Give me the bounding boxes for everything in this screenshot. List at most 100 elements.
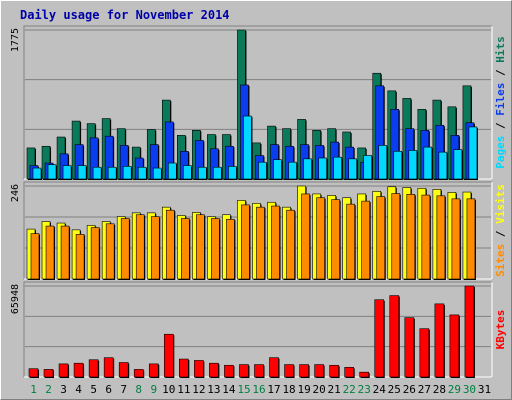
bar-sites-day-19 [301, 193, 310, 280]
x-tick-label-day-27: 27 [418, 383, 431, 396]
bar-kbytes-day-3 [58, 363, 69, 378]
bar-pages-day-14 [228, 166, 237, 180]
bar-kbytes-day-21 [329, 364, 339, 378]
bar-pages-day-22 [348, 158, 357, 180]
bar-sites-day-12 [196, 214, 205, 280]
bar-pages-day-6 [107, 166, 117, 180]
bar-kbytes-day-6 [103, 357, 114, 378]
x-tick-label-day-9: 9 [150, 383, 157, 396]
x-tick-label-day-22: 22 [343, 383, 356, 396]
legend-separator: / [494, 116, 507, 136]
x-tick-label-day-20: 20 [313, 383, 326, 396]
bar-pages-day-12 [198, 166, 207, 180]
x-tick-label-day-25: 25 [388, 383, 401, 396]
y-max-label-visits-sites: 246 [10, 184, 21, 202]
bar-pages-day-11 [183, 165, 192, 180]
bar-pages-day-3 [62, 165, 72, 180]
bar-sites-day-24 [376, 196, 386, 280]
bar-kbytes-day-26 [404, 317, 415, 378]
bar-kbytes-day-11 [179, 358, 189, 378]
legend-item-kbytes: KBytes [494, 310, 507, 350]
x-tick-label-day-14: 14 [222, 383, 236, 396]
bar-kbytes-day-5 [88, 359, 99, 378]
legend-visits-sites: Sites / Visits [494, 184, 507, 277]
bar-kbytes-day-25 [389, 295, 400, 378]
bar-pages-day-8 [137, 166, 147, 180]
bar-sites-day-16 [256, 206, 265, 280]
bar-kbytes-day-20 [314, 364, 324, 378]
bar-sites-day-21 [331, 199, 340, 280]
bar-pages-day-1 [32, 167, 42, 180]
bar-pages-day-18 [288, 161, 297, 180]
bar-kbytes-day-16 [254, 364, 264, 378]
bar-sites-day-20 [316, 197, 325, 280]
bar-kbytes-day-13 [209, 362, 219, 378]
bar-pages-day-7 [122, 166, 132, 180]
bar-pages-day-13 [213, 166, 222, 180]
bar-pages-day-26 [408, 150, 418, 180]
x-tick-label-day-29: 29 [448, 383, 461, 396]
bar-sites-day-28 [436, 195, 446, 280]
x-tick-label-day-5: 5 [90, 383, 97, 396]
bar-sites-day-8 [135, 214, 145, 280]
x-tick-label-day-21: 21 [328, 383, 341, 396]
legend-hits-files-pages: Pages / Files / Hits [494, 36, 507, 169]
bar-sites-day-3 [60, 225, 70, 280]
bar-sites-day-9 [150, 216, 160, 280]
x-tick-label-day-12: 12 [192, 383, 205, 396]
bar-pages-day-29 [453, 149, 463, 180]
bar-pages-day-4 [77, 165, 87, 180]
bar-kbytes-day-19 [299, 364, 309, 378]
bar-sites-day-26 [406, 194, 416, 280]
legend-separator: / [494, 224, 507, 244]
y-max-label-kbytes: 65948 [10, 284, 21, 314]
bar-sites-day-15 [241, 204, 250, 280]
x-tick-label-day-4: 4 [75, 383, 82, 396]
x-tick-label-day-11: 11 [177, 383, 190, 396]
x-tick-label-day-13: 13 [207, 383, 220, 396]
bar-kbytes-day-14 [224, 364, 234, 378]
bar-kbytes-day-18 [284, 364, 294, 378]
bar-pages-day-25 [393, 150, 403, 180]
bar-kbytes-day-15 [239, 364, 249, 378]
bar-sites-day-27 [421, 194, 431, 280]
x-tick-label-day-3: 3 [60, 383, 67, 396]
legend-item-hits: Hits [494, 36, 507, 63]
bar-kbytes-day-29 [449, 314, 460, 378]
bar-sites-day-5 [90, 227, 100, 280]
x-tick-label-day-23: 23 [358, 383, 371, 396]
bar-kbytes-day-8 [133, 369, 144, 378]
y-max-label-hits-files-pages: 1775 [10, 28, 21, 52]
legend-item-files: Files [494, 83, 507, 116]
bar-kbytes-day-17 [269, 357, 279, 378]
bar-sites-day-6 [105, 223, 115, 280]
bar-pages-day-10 [167, 162, 177, 180]
x-tick-label-day-6: 6 [105, 383, 112, 396]
bar-sites-day-4 [75, 234, 85, 280]
bar-sites-day-7 [120, 218, 130, 280]
x-tick-label-day-1: 1 [30, 383, 37, 396]
bar-pages-day-2 [47, 164, 57, 180]
x-tick-label-day-17: 17 [267, 383, 280, 396]
bar-sites-day-14 [226, 218, 235, 280]
bar-sites-day-22 [346, 203, 355, 280]
x-tick-label-day-7: 7 [120, 383, 127, 396]
bar-pages-day-16 [258, 161, 267, 180]
bar-pages-day-15 [243, 115, 252, 180]
x-tick-label-day-18: 18 [282, 383, 295, 396]
x-tick-label-day-10: 10 [162, 383, 175, 396]
bar-kbytes-day-23 [359, 371, 370, 378]
bar-pages-day-9 [152, 167, 162, 180]
x-tick-label-day-31: 31 [478, 383, 491, 396]
bar-kbytes-day-24 [374, 299, 385, 378]
x-tick-label-day-28: 28 [433, 383, 446, 396]
bar-kbytes-day-2 [43, 369, 54, 378]
chart-title: Daily usage for November 2014 [20, 8, 230, 22]
bar-sites-day-25 [391, 193, 401, 280]
bar-kbytes-day-27 [419, 328, 430, 378]
bar-kbytes-day-9 [148, 363, 159, 378]
bar-sites-day-18 [286, 209, 295, 280]
bar-pages-day-28 [438, 151, 448, 180]
bar-kbytes-day-10 [163, 333, 174, 378]
